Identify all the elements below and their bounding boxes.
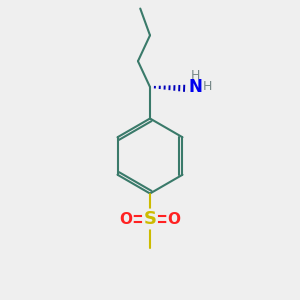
Text: O: O: [119, 212, 133, 226]
Text: S: S: [143, 210, 157, 228]
Text: O: O: [167, 212, 181, 226]
Text: H: H: [202, 80, 212, 94]
Text: H: H: [191, 69, 200, 82]
Text: N: N: [189, 78, 202, 96]
